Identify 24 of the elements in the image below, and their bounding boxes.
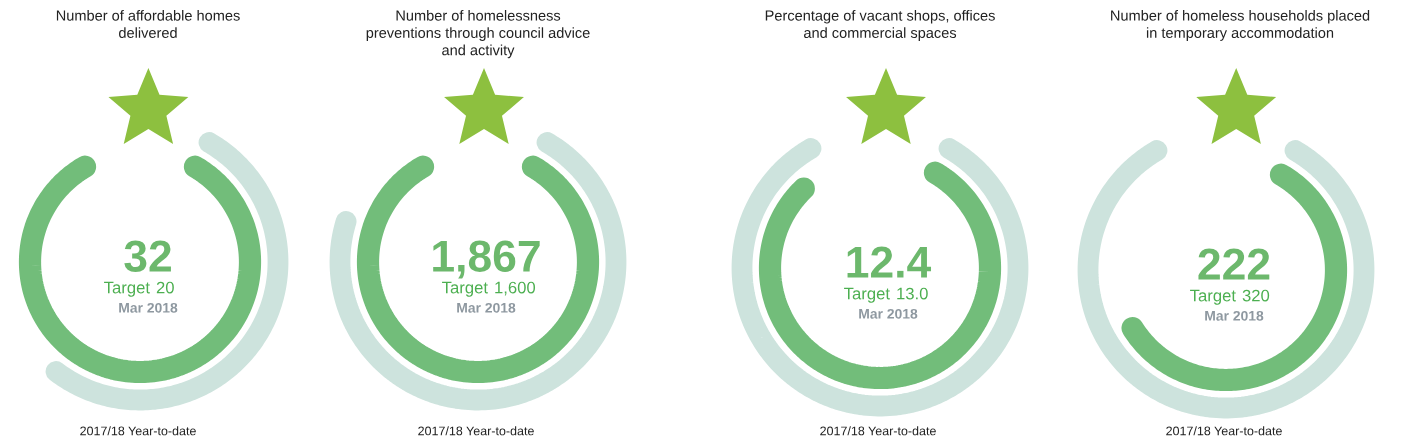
text: 2017/18 Year-to-date — [80, 426, 196, 436]
category-label: Target — [1190, 289, 1236, 305]
data-label: 320 — [1242, 289, 1270, 302]
category-label: Target — [104, 281, 150, 297]
text: Mar 2018 — [119, 302, 178, 313]
text: Number of homelessness preventions through council advice and activity — [366, 10, 590, 59]
text: 2017/18 Year-to-date — [1166, 426, 1282, 436]
text: Mar 2018 — [1205, 310, 1264, 321]
text: Mar 2018 — [457, 302, 516, 313]
category-label: Target — [442, 281, 488, 297]
data-label: 222 — [1198, 248, 1270, 280]
text: Percentage of vacant shops, offices and commercial spaces — [765, 10, 995, 41]
text: 2017/18 Year-to-date — [820, 426, 936, 436]
data-label: 1,867 — [433, 240, 540, 279]
text: 2017/18 Year-to-date — [418, 426, 534, 436]
text: Number of homeless households placed in temporary accommodation — [1111, 10, 1370, 41]
text: Number of affordable homes delivered — [56, 10, 240, 39]
category-label: Target — [844, 287, 890, 303]
text: Mar 2018 — [859, 308, 918, 319]
data-label: 20 — [156, 281, 174, 294]
data-label: 12.4 — [847, 246, 932, 278]
data-label: 32 — [124, 240, 171, 272]
data-label: 13.0 — [897, 287, 928, 300]
data-label: 1,600 — [495, 281, 536, 296]
